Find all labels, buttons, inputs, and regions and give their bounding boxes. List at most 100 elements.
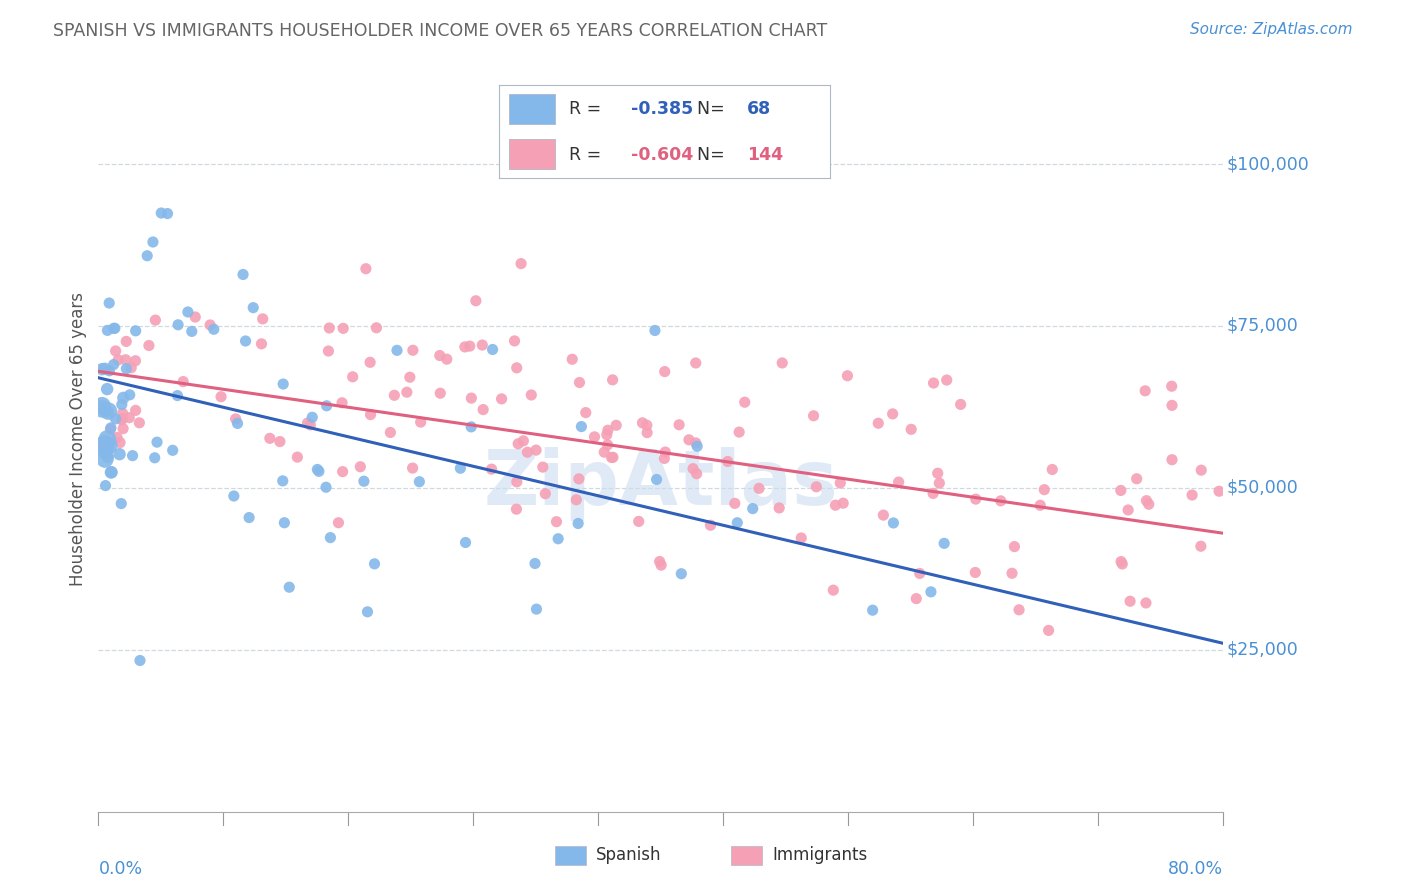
Point bbox=[458, 339, 481, 353]
Point bbox=[1001, 566, 1024, 581]
Point bbox=[209, 390, 232, 404]
Point bbox=[627, 515, 650, 529]
Point bbox=[671, 566, 693, 581]
Point bbox=[271, 377, 294, 392]
Point bbox=[408, 475, 430, 489]
Text: N=: N= bbox=[697, 146, 731, 164]
Point bbox=[645, 473, 668, 487]
Point bbox=[803, 409, 825, 423]
Point bbox=[98, 364, 121, 378]
Point bbox=[464, 293, 486, 308]
Point bbox=[654, 451, 676, 466]
Point bbox=[112, 391, 135, 405]
Point bbox=[104, 412, 127, 426]
Point bbox=[94, 440, 117, 454]
Point bbox=[115, 334, 138, 349]
Point bbox=[1160, 379, 1182, 393]
Point bbox=[510, 257, 533, 271]
Point bbox=[409, 415, 432, 429]
Point bbox=[111, 413, 134, 427]
Point bbox=[91, 362, 114, 376]
Point bbox=[429, 386, 451, 401]
Point bbox=[1109, 483, 1132, 498]
Point bbox=[1137, 497, 1160, 511]
Point bbox=[238, 510, 260, 524]
Bar bbox=[509, 139, 555, 169]
Point bbox=[120, 360, 142, 375]
Point bbox=[382, 388, 405, 402]
Point bbox=[882, 516, 904, 530]
Point bbox=[124, 353, 146, 368]
Point bbox=[872, 508, 894, 522]
Point bbox=[1161, 452, 1184, 467]
Point bbox=[225, 412, 247, 426]
Point bbox=[356, 605, 378, 619]
Point bbox=[832, 496, 855, 510]
Point bbox=[308, 464, 330, 478]
Point bbox=[111, 406, 134, 420]
Point bbox=[1161, 398, 1184, 412]
Point bbox=[380, 425, 402, 440]
Point bbox=[97, 439, 120, 453]
Point bbox=[887, 475, 910, 489]
Text: N=: N= bbox=[697, 100, 731, 118]
Point bbox=[349, 459, 371, 474]
Point bbox=[1135, 596, 1157, 610]
Point bbox=[724, 496, 747, 510]
Point bbox=[928, 476, 950, 491]
Point bbox=[93, 436, 115, 450]
Point bbox=[922, 486, 945, 500]
Point bbox=[143, 450, 166, 465]
Point bbox=[100, 421, 122, 435]
Point bbox=[449, 461, 471, 475]
Point bbox=[1029, 498, 1052, 512]
Point bbox=[471, 338, 494, 352]
Point bbox=[202, 322, 225, 336]
Point bbox=[1111, 557, 1133, 571]
Point bbox=[644, 324, 666, 338]
Point bbox=[526, 602, 548, 616]
Point bbox=[156, 206, 179, 220]
Point bbox=[1189, 463, 1212, 477]
Point bbox=[103, 358, 125, 372]
Point bbox=[605, 418, 627, 433]
Point bbox=[935, 373, 957, 387]
Point bbox=[571, 419, 593, 434]
Point bbox=[908, 566, 931, 581]
Text: ZipAtlas: ZipAtlas bbox=[484, 447, 838, 521]
Point bbox=[250, 336, 273, 351]
Point bbox=[454, 535, 477, 549]
Point bbox=[1116, 503, 1139, 517]
Point bbox=[596, 427, 619, 442]
Text: Spanish: Spanish bbox=[596, 847, 662, 864]
Point bbox=[922, 376, 945, 390]
Point bbox=[568, 376, 591, 390]
Point bbox=[401, 461, 423, 475]
Point bbox=[748, 481, 770, 495]
Point bbox=[505, 502, 527, 516]
Point bbox=[934, 536, 956, 550]
Point bbox=[436, 352, 458, 367]
Point bbox=[568, 472, 591, 486]
Point bbox=[124, 324, 146, 338]
Point bbox=[318, 321, 340, 335]
Text: Immigrants: Immigrants bbox=[772, 847, 868, 864]
Point bbox=[94, 478, 117, 492]
Point bbox=[768, 500, 790, 515]
Point bbox=[118, 388, 141, 402]
Point bbox=[823, 583, 845, 598]
Point bbox=[460, 391, 482, 405]
Point bbox=[1135, 493, 1157, 508]
Point bbox=[965, 492, 987, 507]
Point bbox=[1004, 540, 1026, 554]
Point bbox=[472, 402, 495, 417]
Point bbox=[583, 430, 606, 444]
Point bbox=[575, 406, 598, 420]
Point bbox=[146, 435, 169, 450]
Text: SPANISH VS IMMIGRANTS HOUSEHOLDER INCOME OVER 65 YEARS CORRELATION CHART: SPANISH VS IMMIGRANTS HOUSEHOLDER INCOME… bbox=[53, 22, 828, 40]
Point bbox=[770, 356, 793, 370]
Point bbox=[110, 497, 132, 511]
Point bbox=[790, 531, 813, 545]
Point bbox=[108, 447, 131, 461]
Point bbox=[318, 344, 340, 359]
